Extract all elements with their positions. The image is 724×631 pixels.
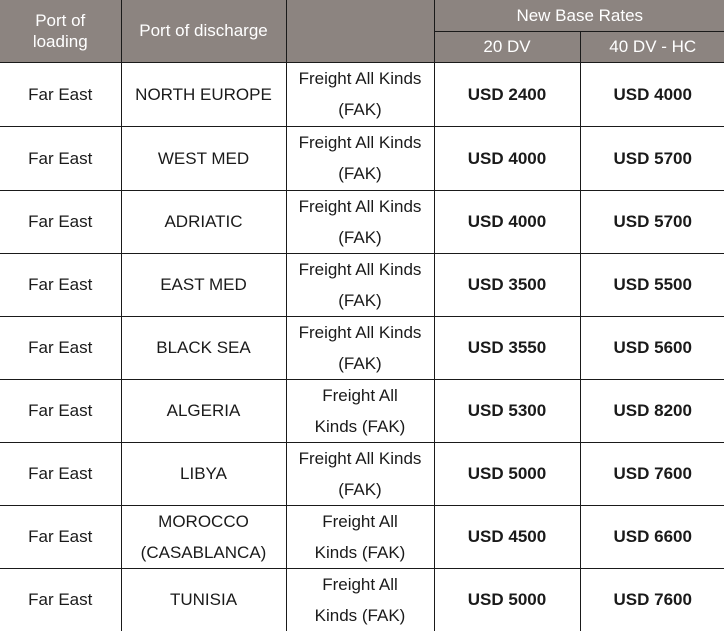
cell-rate-20dv: USD 5000 <box>433 441 581 506</box>
cell-port-of-loading: Far East <box>0 61 122 127</box>
cell-port-of-loading: Far East <box>0 252 122 317</box>
cell-rate-20dv: USD 3550 <box>433 315 581 380</box>
cell-cargo: Freight All Kinds (FAK) <box>285 567 435 631</box>
cell-cargo: Freight All Kinds (FAK) <box>285 378 435 443</box>
cell-port-of-discharge: BLACK SEA <box>120 315 287 380</box>
header-cargo <box>285 0 435 63</box>
cell-rate-20dv: USD 4500 <box>433 504 581 569</box>
table-row: Far East BLACK SEA Freight All Kinds (FAK)… <box>0 315 724 380</box>
cell-rate-40dv-hc: USD 6600 <box>579 504 724 569</box>
cell-rate-40dv-hc: USD 7600 <box>579 567 724 631</box>
cell-port-of-discharge: MOROCCO (CASABLANCA) <box>120 504 287 569</box>
cell-rate-40dv-hc: USD 4000 <box>579 61 724 127</box>
cell-port-of-discharge: ALGERIA <box>120 378 287 443</box>
cell-port-of-loading: Far East <box>0 504 122 569</box>
cell-cargo: Freight All Kinds (FAK) <box>285 189 435 254</box>
cell-port-of-discharge: EAST MED <box>120 252 287 317</box>
table-row: Far East TUNISIA Freight All Kinds (FAK) US… <box>0 567 724 631</box>
cell-port-of-loading: Far East <box>0 125 122 191</box>
cell-rate-40dv-hc: USD 5700 <box>579 125 724 191</box>
cell-rate-20dv: USD 2400 <box>433 61 581 127</box>
cell-port-of-loading: Far East <box>0 567 122 631</box>
cell-rate-40dv-hc: USD 7600 <box>579 441 724 506</box>
header-new-base-rates: New Base Rates <box>433 0 724 32</box>
cell-rate-40dv-hc: USD 5500 <box>579 252 724 317</box>
header-port-of-loading: Port of loading <box>0 0 122 63</box>
cell-port-of-discharge: NORTH EUROPE <box>120 61 287 127</box>
cell-rate-20dv: USD 5000 <box>433 567 581 631</box>
table-row: Far East WEST MED Freight All Kinds (FAK) U… <box>0 125 724 191</box>
cell-rate-40dv-hc: USD 5600 <box>579 315 724 380</box>
cell-port-of-discharge: ADRIATIC <box>120 189 287 254</box>
cell-rate-20dv: USD 5300 <box>433 378 581 443</box>
cell-port-of-discharge: LIBYA <box>120 441 287 506</box>
header-20dv: 20 DV <box>433 30 581 63</box>
table-row: Far East ADRIATIC Freight All Kinds (FAK) U… <box>0 189 724 254</box>
cell-rate-20dv: USD 4000 <box>433 189 581 254</box>
cell-port-of-loading: Far East <box>0 189 122 254</box>
cell-port-of-discharge: WEST MED <box>120 125 287 191</box>
cell-rate-20dv: USD 4000 <box>433 125 581 191</box>
cell-port-of-loading: Far East <box>0 441 122 506</box>
table-row: Far East NORTH EUROPE Freight All Kinds (F… <box>0 61 724 127</box>
cell-port-of-discharge: TUNISIA <box>120 567 287 631</box>
table-row: Far East ALGERIA Freight All Kinds (FAK) US… <box>0 378 724 443</box>
table-row: Far East MOROCCO (CASABLANCA) Freight All … <box>0 504 724 569</box>
cell-cargo: Freight All Kinds (FAK) <box>285 252 435 317</box>
cell-port-of-loading: Far East <box>0 378 122 443</box>
cell-rate-20dv: USD 3500 <box>433 252 581 317</box>
cell-cargo: Freight All Kinds (FAK) <box>285 315 435 380</box>
cell-port-of-loading: Far East <box>0 315 122 380</box>
cell-cargo: Freight All Kinds (FAK) <box>285 125 435 191</box>
header-port-of-discharge: Port of discharge <box>120 0 287 63</box>
cell-rate-40dv-hc: USD 8200 <box>579 378 724 443</box>
header-40dv-hc: 40 DV - HC <box>579 30 724 63</box>
cell-rate-40dv-hc: USD 5700 <box>579 189 724 254</box>
cell-cargo: Freight All Kinds (FAK) <box>285 504 435 569</box>
table-row: Far East EAST MED Freight All Kinds (FAK) U… <box>0 252 724 317</box>
table-row: Far East LIBYA Freight All Kinds (FAK) USD … <box>0 441 724 506</box>
cell-cargo: Freight All Kinds (FAK) <box>285 441 435 506</box>
cell-cargo: Freight All Kinds (FAK) <box>285 61 435 127</box>
